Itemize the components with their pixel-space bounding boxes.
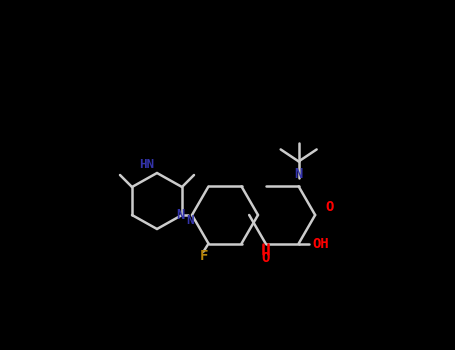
Text: O: O xyxy=(325,200,334,214)
Text: OH: OH xyxy=(312,237,329,251)
Text: N: N xyxy=(294,167,303,181)
Text: HN: HN xyxy=(140,159,155,172)
Text: O: O xyxy=(262,251,270,265)
Text: N: N xyxy=(176,208,184,222)
Text: N: N xyxy=(186,214,194,226)
Text: F: F xyxy=(199,248,207,262)
